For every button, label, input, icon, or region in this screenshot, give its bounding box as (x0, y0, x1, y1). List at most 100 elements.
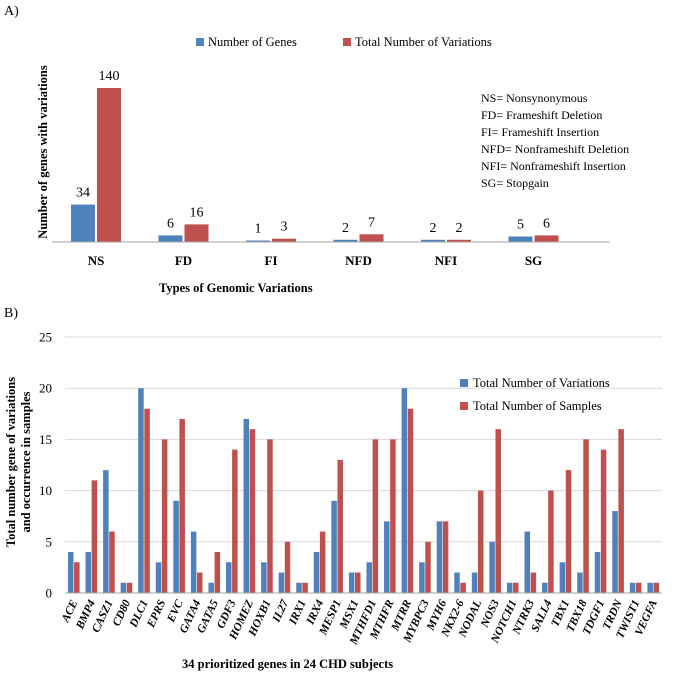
bar-b-il27-total-number-of-variations (278, 572, 285, 593)
bar-b-eprs-total-number-of-samples (161, 439, 168, 593)
data-labels-a: 34 140 6 16 1 3 2 7 2 2 5 6 (76, 69, 550, 237)
legend-b-label-samples: Total Number of Samples (473, 399, 602, 413)
bar-b-mthfd1-total-number-of-samples (372, 439, 379, 593)
x-tick-b-dlc1: DLC1 (127, 598, 150, 630)
x-tick-b-casz1: CASZ1 (90, 598, 115, 634)
bars-b (67, 388, 660, 593)
bar-b-msx1-total-number-of-samples (355, 572, 361, 593)
bars-a (71, 88, 559, 242)
bar-b-gata4-total-number-of-variations (190, 531, 197, 593)
bar-a-fd-number-of-genes (158, 235, 183, 242)
x-tick-a-ns: NS (88, 253, 105, 268)
x-tick-a-sg: SG (525, 253, 542, 268)
bar-b-irx1-total-number-of-variations (296, 582, 302, 593)
bar-b-ntrk3-total-number-of-samples (530, 572, 537, 593)
x-tick-b-ntrk3: NTRK3 (510, 598, 537, 637)
bar-b-gdf3-total-number-of-variations (226, 562, 232, 593)
bar-b-irx4-total-number-of-samples (319, 531, 326, 593)
bar-a-fi-number-of-genes (246, 240, 270, 242)
bar-a-sg-total-number-of-variations (534, 235, 559, 242)
y-tick-b-10: 10 (39, 483, 52, 498)
x-tick-b-twist1: TWIST1 (614, 598, 642, 640)
bar-b-bmp4-total-number-of-variations (85, 552, 92, 593)
x-tick-b-sall4: SALL4 (529, 598, 554, 634)
y-axis-title-a: Number of genes with variations (36, 65, 50, 239)
data-label-a-ns-number-of-genes: 34 (76, 186, 90, 201)
data-label-a-sg-number-of-genes: 5 (517, 218, 524, 233)
bar-b-tdgf1-total-number-of-samples (600, 449, 607, 593)
bar-b-sall4-total-number-of-samples (548, 490, 554, 593)
x-tick-b-irx4: IRX4 (304, 598, 326, 627)
bar-b-nos3-total-number-of-variations (489, 541, 495, 593)
bar-b-eprs-total-number-of-variations (155, 562, 162, 593)
data-label-a-nfd-number-of-genes: 2 (342, 221, 349, 236)
x-tick-b-homez: HOMEZ (227, 598, 256, 642)
bar-a-ns-number-of-genes (71, 204, 95, 242)
x-tick-b-mesp1: MESP1 (317, 598, 344, 638)
bar-b-cd80-total-number-of-samples (126, 582, 133, 593)
data-label-a-sg-total-number-of-variations: 6 (543, 216, 550, 231)
annotation-fi: FI= Frameshift Insertion (481, 125, 599, 139)
x-tick-a-nfi: NFI (435, 253, 457, 268)
annotation-sg: SG= Stopgain (481, 176, 549, 190)
gridlines-b (65, 336, 662, 543)
data-label-a-fd-total-number-of-variations: 16 (190, 205, 204, 220)
bar-a-nfi-total-number-of-variations (447, 239, 471, 242)
data-label-a-ns-total-number-of-variations: 140 (99, 69, 120, 84)
x-tick-b-evc: EVC (165, 598, 186, 625)
annotation-ns: NS= Nonsynonymous (481, 91, 588, 105)
bar-b-hoxb1-total-number-of-variations (261, 562, 267, 593)
bar-b-mtrr-total-number-of-samples (407, 408, 414, 593)
legend-b-swatch-samples (460, 402, 468, 410)
y-axis-title-b-line2: and occurrence in samples (19, 391, 33, 532)
y-tick-b-20: 20 (39, 381, 52, 396)
bar-b-bmp4-total-number-of-samples (91, 480, 98, 593)
x-tick-a-fi: FI (265, 253, 278, 268)
x-tick-b-mybpc3: MYBPC3 (401, 598, 432, 645)
x-tick-b-ace: ACE (59, 598, 80, 625)
bar-b-dlc1-total-number-of-samples (144, 408, 150, 593)
legend-b-swatch-variations (460, 379, 468, 387)
bar-b-twist1-total-number-of-samples (635, 582, 642, 593)
bar-a-nfi-number-of-genes (421, 239, 445, 242)
bar-b-casz1-total-number-of-variations (103, 470, 109, 593)
bar-a-ns-total-number-of-variations (97, 88, 121, 242)
bar-b-mesp1-total-number-of-samples (337, 459, 343, 593)
x-tick-b-notch1: NOTCH1 (489, 598, 520, 646)
x-tick-b-gdf3: GDF3 (215, 598, 239, 631)
bar-b-tdgf1-total-number-of-variations (594, 552, 601, 593)
bar-b-mthfr-total-number-of-variations (384, 521, 390, 593)
bar-b-tbx1-total-number-of-variations (559, 562, 566, 593)
x-tick-b-vegfa: VEGFA (633, 598, 660, 638)
x-tick-b-mtrr: MTRR (389, 598, 414, 634)
legend-b-label-variations: Total Number of Variations (473, 376, 610, 390)
legend-a-swatch-genes (196, 38, 204, 46)
bar-a-fi-total-number-of-variations (272, 238, 296, 242)
x-tick-b-mthfr: MTHFR (368, 598, 397, 642)
bar-b-dlc1-total-number-of-variations (138, 388, 144, 593)
bar-b-myh6-total-number-of-variations (436, 521, 443, 593)
data-label-a-fd-number-of-genes: 6 (167, 216, 174, 231)
x-tick-b-eprs: EPRS (145, 598, 168, 630)
bar-b-ace-total-number-of-variations (67, 552, 74, 593)
y-tick-b-25: 25 (39, 330, 52, 345)
bar-b-gata5-total-number-of-samples (214, 552, 221, 593)
data-label-a-nfd-total-number-of-variations: 7 (368, 215, 375, 230)
bar-a-nfd-total-number-of-variations (359, 234, 384, 242)
data-label-a-fi-number-of-genes: 1 (255, 222, 262, 237)
panel-b-label: B) (4, 306, 18, 321)
x-tick-b-irx1: IRX1 (287, 598, 309, 627)
x-tick-b-tbx1: TBX1 (549, 598, 572, 629)
annotation-nfi: NFI= Nonframeshift Insertion (481, 159, 626, 173)
bar-b-hoxb1-total-number-of-samples (267, 439, 273, 593)
bar-b-homez-total-number-of-variations (243, 418, 250, 593)
x-tick-b-tbx18: TBX18 (565, 598, 590, 634)
bar-b-msx1-total-number-of-variations (348, 572, 355, 593)
bar-b-trdn-total-number-of-variations (612, 511, 618, 593)
bar-b-mthfd1-total-number-of-variations (366, 562, 372, 593)
bar-b-twist1-total-number-of-variations (629, 582, 636, 593)
bar-b-mthfr-total-number-of-samples (390, 439, 396, 593)
bar-b-evc-total-number-of-variations (173, 500, 179, 593)
y-tick-b-0: 0 (46, 586, 53, 601)
x-tick-b-tdgf1: TDGF1 (581, 598, 608, 637)
